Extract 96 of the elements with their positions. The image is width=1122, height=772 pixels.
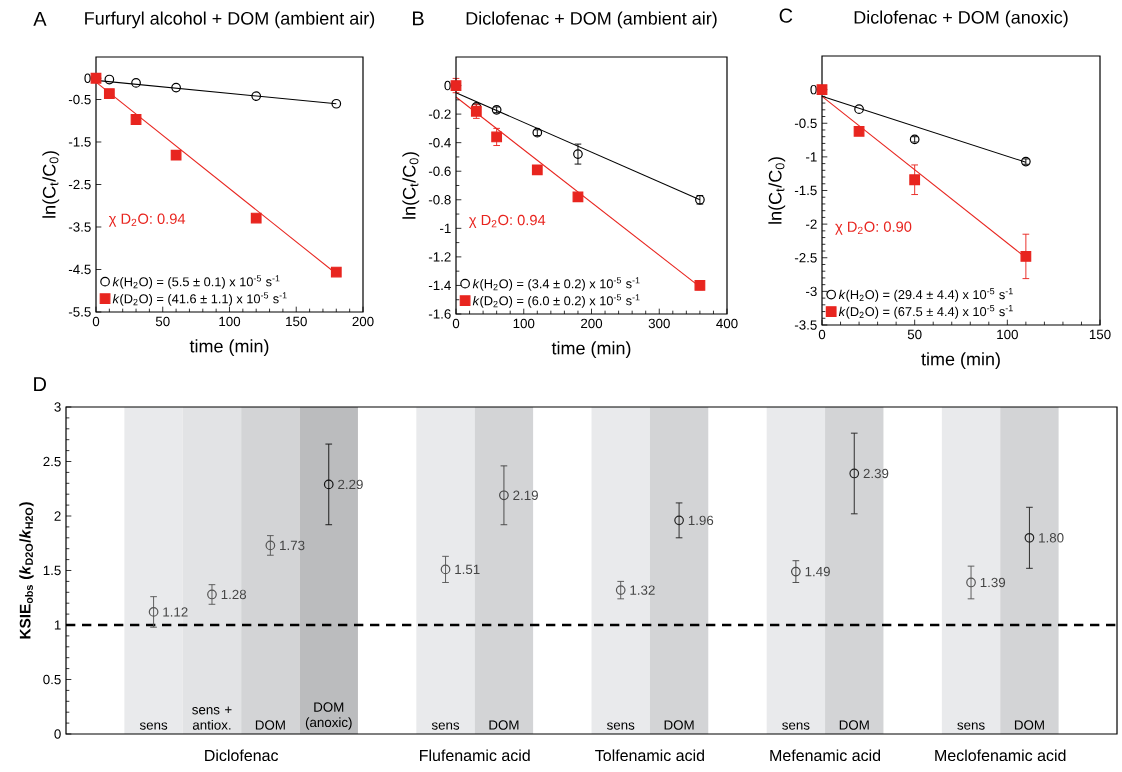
x-tick-label: 0: [452, 318, 460, 329]
x-tick-label: DOM: [255, 720, 285, 730]
x-tick-label: 200: [581, 318, 603, 329]
data-label: 1.73: [280, 540, 305, 551]
text: Tolfenamic acid: [595, 749, 704, 762]
text: KSIE$_{obs}$ (k$_{D2O}$/k$_{H2O}$): [19, 502, 34, 639]
x-tick-label: 300: [648, 318, 670, 329]
x-tick-label: DOM (anoxic): [305, 702, 352, 730]
y-axis-title: ln(C$_{t}$/C$_{0}$): [768, 157, 786, 224]
y-tick-label: -1: [440, 223, 451, 233]
text: A: [33, 11, 47, 26]
legend-label: k(D$_{2}$O) = (67.5 ± 4.4) x 10$^{-5}$ s$^{-1}$: [838, 305, 1013, 319]
x-axis-title: time (min): [551, 341, 631, 359]
y-tick-label: -3.5: [68, 222, 91, 232]
text: Mefenamic acid: [770, 749, 881, 762]
x-tick-label: 50: [907, 329, 922, 340]
chart-title: Diclofenac + DOM (ambient air): [466, 11, 717, 29]
y-tick-label: -0.5: [68, 94, 91, 105]
x-tick-label: 150: [286, 316, 307, 327]
y-tick-label: -2.5: [794, 253, 817, 263]
x-tick-label: 0: [818, 329, 826, 340]
data-label: 1.80: [1039, 533, 1064, 543]
y-tick-label: -5.5: [68, 307, 91, 317]
x-tick-label: 100: [513, 318, 535, 329]
legend-label: k(H$_{2}$O) = (5.5 ± 0.1) x 10$^{-5}$ s$^{-1}$: [112, 275, 280, 289]
data-label: 1.39: [980, 577, 1006, 588]
chart-title: Furfuryl alcohol + DOM (ambient air): [85, 11, 375, 29]
x-tick-label: 400: [716, 318, 738, 329]
y-tick-label: 0: [444, 80, 451, 91]
y-tick-label: 3: [54, 402, 61, 412]
y-axis-title: ln(C$_{t}$/C$_{0}$): [42, 151, 60, 218]
chart-title: Diclofenac + DOM (anoxic): [854, 10, 1068, 28]
y-tick-label: 1.5: [43, 565, 61, 576]
annotation: χ D$_{2}$O: 0.94: [108, 213, 186, 227]
text: Flufenamic acid: [420, 749, 530, 762]
text: Diclofenac: [205, 749, 279, 762]
data-label: 1.51: [455, 564, 480, 575]
x-tick-label: sens: [431, 722, 460, 730]
x-tick-label: 50: [155, 316, 170, 327]
y-tick-label: -3: [806, 286, 817, 297]
legend-label: k(D$_{2}$O) = (41.6 ± 1.1) x 10$^{-5}$ s$^{-1}$: [112, 292, 287, 306]
y-tick-label: 0: [84, 73, 91, 83]
y-tick-label: -2.5: [68, 179, 91, 190]
y-tick-label: -1: [806, 152, 817, 162]
x-tick-label: DOM: [1014, 720, 1044, 730]
y-tick-label: -0.8: [428, 195, 451, 205]
annotation: χ D$_{2}$O: 0.94: [468, 214, 546, 229]
data-label: 1.28: [221, 589, 247, 600]
y-tick-label: -1.6: [428, 309, 451, 319]
y-tick-label: -1.5: [794, 185, 817, 196]
y-tick-label: 1: [54, 620, 61, 630]
x-tick-label: DOM: [664, 720, 694, 730]
text: C: [779, 8, 793, 23]
x-tick-label: DOM: [489, 720, 519, 730]
x-tick-label: sens: [139, 722, 168, 730]
x-tick-label: 0: [92, 316, 100, 327]
text: B: [413, 11, 424, 26]
y-tick-label: -0.4: [428, 137, 451, 148]
x-tick-label: sens: [782, 722, 810, 730]
y-tick-label: -2: [806, 219, 817, 229]
x-tick-label: 100: [997, 329, 1018, 340]
text: Meclofenamic acid: [935, 749, 1066, 762]
y-tick-label: -0.2: [428, 109, 451, 119]
y-tick-label: -0.6: [428, 166, 451, 176]
data-label: 1.12: [163, 607, 188, 617]
legend-label: k(D$_{2}$O) = (6.0 ± 0.2) x 10$^{-5}$ s$^{-1}$: [472, 294, 640, 308]
data-label: 1.96: [688, 515, 714, 526]
data-label: 2.39: [863, 468, 889, 479]
x-tick-label: sens: [957, 722, 985, 730]
data-label: 1.32: [630, 585, 655, 595]
y-tick-label: 2.5: [43, 456, 61, 467]
x-tick-label: sens: [606, 722, 635, 730]
x-tick-label: 200: [352, 316, 374, 327]
x-tick-label: 100: [219, 316, 241, 327]
x-tick-label: sens + antiox.: [192, 706, 232, 730]
x-tick-label: DOM: [839, 720, 869, 730]
data-label: 1.49: [805, 566, 830, 577]
x-axis-title: time (min): [189, 339, 269, 357]
y-tick-label: -1.4: [428, 280, 451, 291]
y-tick-label: -0.5: [794, 118, 817, 128]
y-tick-label: -4.5: [68, 264, 91, 275]
x-axis-title: time (min): [921, 352, 1000, 370]
y-tick-label: -3.5: [794, 320, 817, 330]
text: D: [34, 377, 46, 391]
legend-label: k(H$_{2}$O) = (3.4 ± 0.2) x 10$^{-5}$ s$^{-1}$: [472, 277, 640, 291]
data-label: 2.19: [513, 490, 538, 501]
annotation: χ D$_{2}$O: 0.90: [835, 221, 912, 235]
y-tick-label: -1.2: [428, 252, 451, 262]
y-tick-label: 0.5: [43, 674, 61, 685]
y-tick-label: 2: [54, 511, 61, 521]
y-tick-label: 0: [54, 729, 61, 739]
legend-label: k(H$_{2}$O) = (29.4 ± 4.4) x 10$^{-5}$ s$^{-1}$: [838, 288, 1013, 302]
y-tick-label: 0: [810, 84, 817, 95]
x-tick-label: 150: [1089, 329, 1111, 340]
y-axis-title: ln(C$_{t}$/C$_{0}$): [402, 152, 420, 219]
y-tick-label: -1.5: [68, 137, 91, 147]
